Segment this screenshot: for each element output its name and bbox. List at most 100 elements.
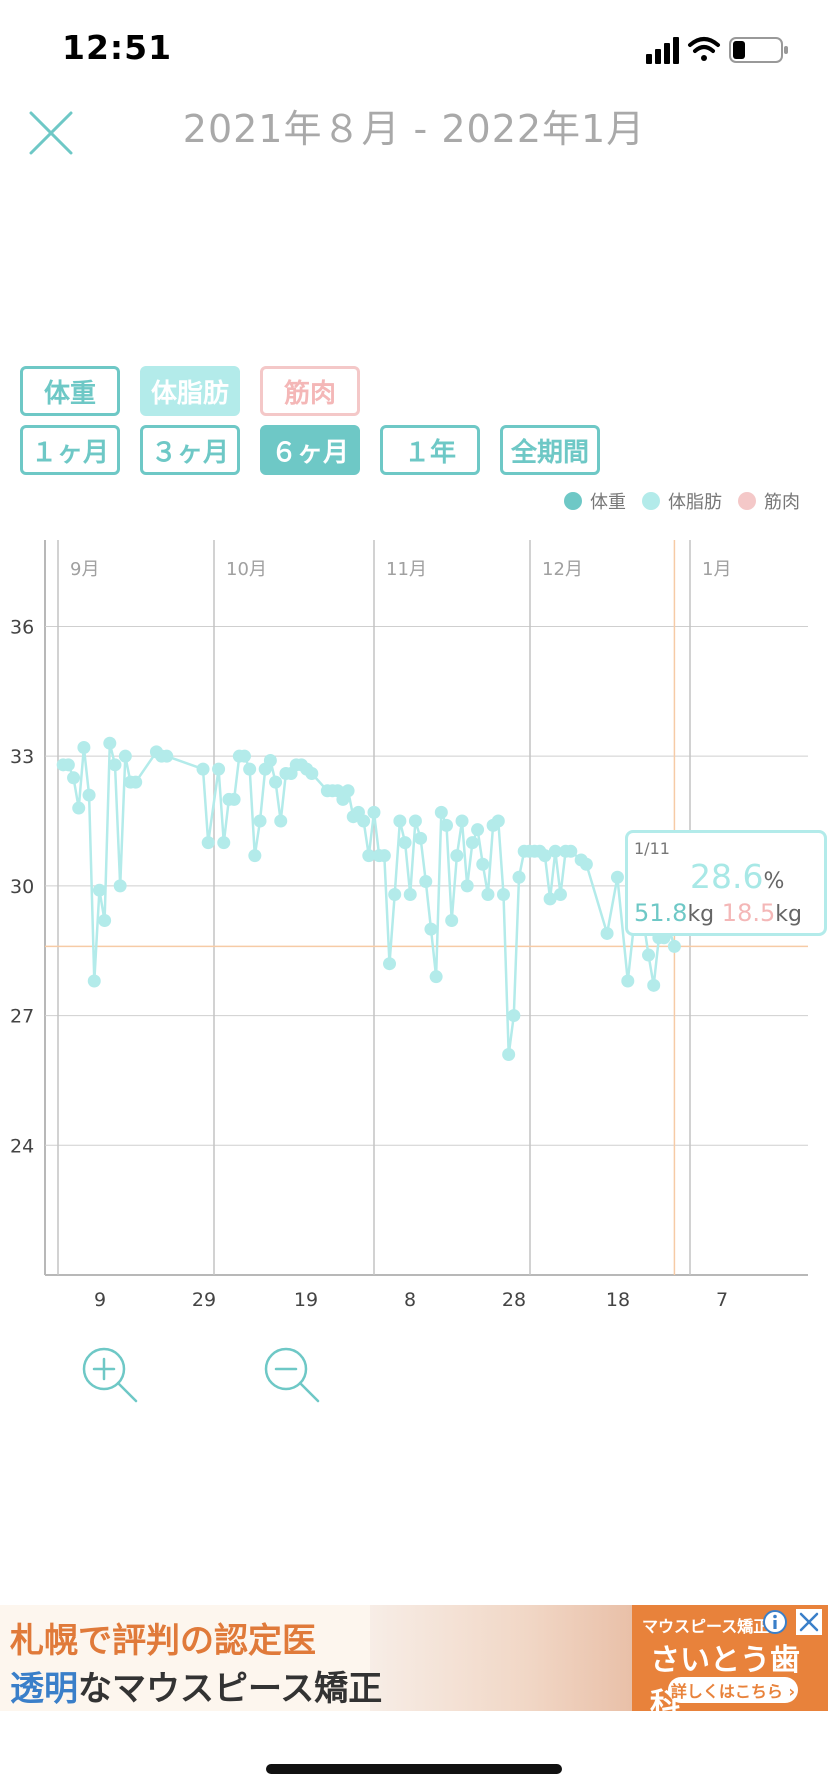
data-point — [424, 922, 438, 936]
data-point — [393, 814, 407, 828]
metric-button-body-fat[interactable]: 体脂肪 — [140, 366, 240, 416]
metric-button-weight[interactable]: 体重 — [20, 366, 120, 416]
month-label: 9月 — [70, 559, 99, 580]
y-tick-label: 36 — [10, 616, 34, 638]
data-point — [538, 849, 552, 863]
range-button-all-time[interactable]: 全期間 — [500, 425, 600, 475]
legend-dot-icon — [642, 492, 660, 510]
data-point — [129, 775, 143, 789]
data-point — [491, 814, 505, 828]
legend-label: 筋肉 — [764, 492, 800, 513]
data-point — [600, 926, 614, 940]
data-point — [434, 805, 448, 819]
data-point — [388, 888, 402, 902]
tooltip-body-fat: 28.6% — [690, 857, 784, 896]
ad-cta-button[interactable]: 詳しくはこちら › — [668, 1677, 798, 1703]
data-point — [419, 875, 433, 889]
y-tick-label: 30 — [10, 876, 34, 898]
tooltip-weight-muscle: 51.8kg 18.5kg — [634, 899, 802, 927]
x-tick-label: 29 — [192, 1289, 216, 1311]
data-point — [543, 892, 557, 906]
data-point — [362, 849, 376, 863]
ad-close-icon[interactable] — [796, 1609, 822, 1635]
data-point — [237, 749, 251, 763]
data-point — [160, 749, 174, 763]
x-tick-label: 9 — [94, 1289, 106, 1311]
y-tick-label: 27 — [10, 1006, 34, 1028]
data-point — [248, 849, 262, 863]
data-point — [243, 762, 257, 776]
data-point — [196, 762, 210, 776]
data-point — [476, 857, 490, 871]
data-point — [217, 836, 231, 850]
zoom-in-button[interactable] — [80, 1345, 144, 1409]
series-line-body-fat — [63, 741, 676, 1056]
data-point — [87, 974, 101, 988]
close-button[interactable] — [26, 108, 76, 158]
legend-label: 体重 — [590, 492, 626, 513]
ad-photo — [370, 1605, 632, 1711]
legend-item-body-fat: 体脂肪 — [642, 488, 722, 514]
data-point — [553, 888, 567, 902]
y-tick-label: 24 — [10, 1135, 34, 1157]
data-point — [201, 836, 215, 850]
data-point — [77, 741, 91, 755]
tooltip-muscle-unit: kg — [775, 902, 802, 927]
tooltip-fat-value: 28.6 — [690, 857, 764, 896]
data-point — [579, 857, 593, 871]
status-bar: 12:51 — [0, 0, 828, 100]
body-fat-chart[interactable]: 36 33 30 27 24 9月 10月 11月 12月 1月 9 29 19 8 28 18 7 — [0, 530, 828, 1330]
data-point — [481, 888, 495, 902]
data-point — [403, 888, 417, 902]
data-point — [98, 913, 112, 927]
data-point — [450, 849, 464, 863]
data-point — [548, 844, 562, 858]
ad-sponsor-panel[interactable]: マウスピース矯正 さいとう歯科 詳しくはこちら › — [632, 1605, 828, 1711]
status-time: 12:51 — [62, 28, 173, 67]
range-button-1-month[interactable]: １ヶ月 — [20, 425, 120, 475]
data-point — [61, 758, 75, 772]
status-icons — [646, 37, 788, 64]
range-button-6-months[interactable]: ６ヶ月 — [260, 425, 360, 475]
tooltip-date: 1/11 — [634, 839, 670, 858]
data-point — [263, 754, 277, 767]
battery-icon — [729, 37, 788, 63]
month-label: 1月 — [702, 559, 731, 580]
range-button-1-year[interactable]: １年 — [380, 425, 480, 475]
zoom-out-icon — [264, 1347, 320, 1403]
data-point — [108, 758, 122, 772]
data-point — [383, 957, 397, 971]
x-tick-label: 18 — [606, 1289, 630, 1311]
data-point — [118, 749, 132, 763]
month-label: 10月 — [226, 559, 267, 580]
zoom-out-button[interactable] — [262, 1345, 326, 1409]
metric-button-muscle[interactable]: 筋肉 — [260, 366, 360, 416]
data-point — [512, 870, 526, 884]
legend-item-weight: 体重 — [564, 488, 626, 514]
data-point — [274, 814, 288, 828]
data-point — [357, 814, 371, 828]
data-point — [440, 818, 453, 832]
page-title: 2021年８月 - 2022年1月 — [182, 107, 646, 151]
header: 2021年８月 - 2022年1月 — [0, 88, 828, 178]
range-button-3-months[interactable]: ３ヶ月 — [140, 425, 240, 475]
data-point — [455, 814, 469, 828]
tooltip-fat-unit: % — [763, 869, 785, 894]
legend-dot-icon — [738, 492, 756, 510]
data-point — [67, 771, 81, 785]
data-point — [269, 775, 283, 789]
chart-tooltip: 1/11 28.6% 51.8kg 18.5kg — [625, 830, 827, 936]
signal-icon — [646, 37, 679, 64]
ad-banner[interactable]: 札幌で評判の認定医 透明なマウスピース矯正 マウスピース矯正 さいとう歯科 詳し… — [0, 1605, 828, 1711]
x-tick-label: 28 — [502, 1289, 526, 1311]
data-point — [496, 888, 510, 902]
ad-subheadline: 透明なマウスピース矯正 — [10, 1661, 382, 1710]
month-label: 11月 — [386, 559, 427, 580]
ad-headline: 札幌で評判の認定医 — [10, 1621, 316, 1661]
data-point — [465, 836, 479, 850]
close-icon — [29, 111, 73, 155]
legend-label: 体脂肪 — [668, 492, 722, 513]
ad-info-icon[interactable] — [762, 1609, 788, 1635]
data-point — [564, 844, 578, 858]
data-point — [408, 814, 422, 828]
